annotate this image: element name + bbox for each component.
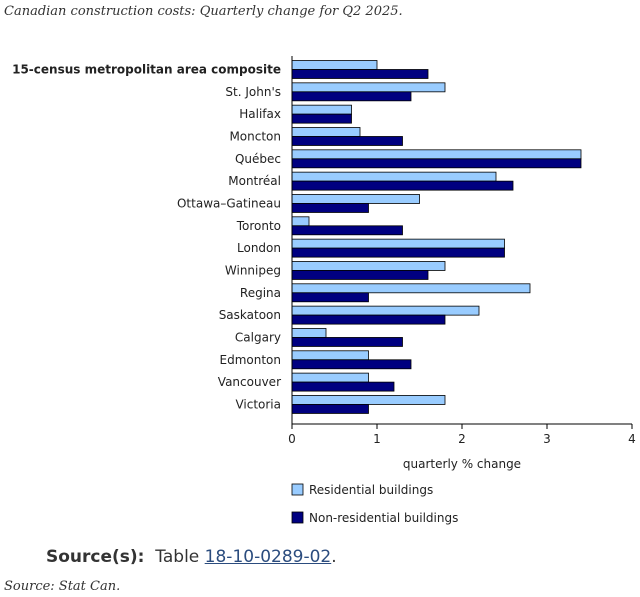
category-label: Québec [235, 152, 281, 166]
category-label: London [237, 241, 281, 255]
non-residential-bar [291, 270, 429, 280]
x-tick-label: 3 [543, 432, 551, 446]
legend-label-residential: Residential buildings [309, 483, 433, 497]
non-residential-bar [291, 381, 395, 392]
non-residential-bar [291, 91, 412, 102]
non-residential-bar [291, 113, 352, 124]
x-tick-label: 4 [628, 432, 636, 446]
bar-group [291, 60, 582, 414]
category-label: Moncton [229, 129, 281, 143]
residential-bar [291, 60, 378, 70]
residential-bar [291, 82, 446, 93]
source-suffix: . [331, 547, 337, 567]
x-tick-label: 2 [458, 432, 466, 446]
source-table-link[interactable]: 18-10-0289-02 [204, 547, 332, 567]
residential-bar [291, 127, 361, 137]
non-residential-bar [291, 158, 582, 169]
non-residential-bar [291, 180, 514, 191]
x-tick-label: 1 [373, 432, 381, 446]
category-label: Victoria [235, 397, 281, 411]
non-residential-bar [291, 247, 505, 258]
non-residential-bar [291, 136, 403, 146]
category-label: Ottawa–Gatineau [177, 196, 281, 210]
non-residential-bar [291, 203, 369, 213]
residential-bar [291, 372, 369, 383]
residential-bar [291, 395, 446, 405]
category-label: St. John's [225, 85, 281, 99]
category-label: Saskatoon [219, 308, 281, 322]
non-residential-bar [291, 359, 412, 370]
x-axis-title: quarterly % change [403, 457, 521, 471]
residential-bar [291, 149, 582, 160]
residential-bar [291, 283, 531, 294]
category-label: Toronto [236, 219, 281, 233]
non-residential-bar [291, 69, 429, 79]
source-prefix: Table [155, 547, 200, 567]
bar-chart: 15-census metropolitan area composite St.… [12, 56, 636, 525]
category-label: Montréal [228, 174, 281, 188]
residential-bar [291, 194, 420, 204]
category-labels: 15-census metropolitan area composite St.… [12, 63, 281, 412]
non-residential-bar [291, 225, 403, 236]
residential-bar [291, 350, 369, 361]
legend-label-non-residential: Non-residential buildings [309, 511, 458, 525]
source-label: Source(s): [46, 547, 145, 567]
x-tick-label: 0 [288, 432, 296, 446]
category-label: Halifax [239, 107, 281, 121]
residential-bar [291, 238, 505, 249]
x-axis-ticks: 0 1 2 3 4 [288, 424, 636, 446]
non-residential-bar [291, 337, 403, 347]
residential-bar [291, 104, 352, 115]
chart-caption-top: Canadian construction costs: Quarterly c… [4, 4, 403, 19]
residential-bar [291, 216, 310, 227]
residential-bar [291, 305, 480, 316]
non-residential-bar [291, 404, 369, 414]
non-residential-bar [291, 314, 446, 325]
legend-swatch-residential [291, 483, 304, 496]
residential-bar [291, 328, 327, 338]
category-label: 15-census metropolitan area composite [12, 63, 281, 77]
chart-caption-bottom: Source: Stat Can. [4, 579, 121, 594]
residential-bar [291, 261, 446, 271]
legend: Residential buildings Non-residential bui… [291, 483, 458, 525]
category-label: Regina [240, 286, 281, 300]
legend-swatch-non-residential [291, 511, 304, 524]
non-residential-bar [291, 292, 369, 303]
source-line: Source(s): Table 18-10-0289-02. [46, 547, 337, 567]
category-label: Calgary [235, 330, 281, 344]
category-label: Vancouver [218, 375, 281, 389]
category-label: Edmonton [220, 353, 282, 367]
category-label: Winnipeg [225, 263, 281, 277]
residential-bar [291, 171, 497, 182]
